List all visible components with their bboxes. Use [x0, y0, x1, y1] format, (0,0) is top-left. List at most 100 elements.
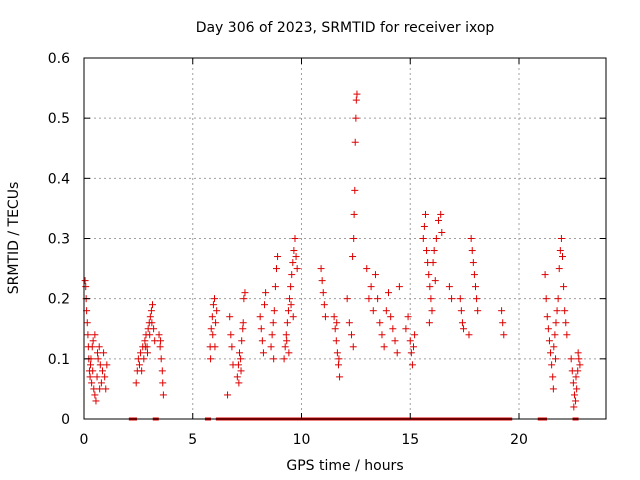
data-point [267, 343, 275, 351]
data-point [272, 265, 280, 273]
data-point [553, 307, 561, 315]
data-point [541, 271, 549, 279]
data-point [425, 271, 433, 279]
data-point [555, 265, 563, 273]
data-point [211, 343, 219, 351]
data-point [209, 331, 217, 339]
data-point [81, 277, 89, 285]
data-point [345, 319, 353, 327]
data-point [431, 277, 439, 285]
data-point [543, 313, 551, 321]
data-point [563, 331, 571, 339]
data-point [289, 259, 297, 267]
data-point [419, 235, 427, 242]
data-point [84, 331, 92, 339]
data-point [319, 289, 327, 297]
data-point [407, 349, 415, 357]
data-point [209, 301, 217, 309]
data-point [547, 349, 555, 357]
data-point [352, 114, 360, 122]
data-point [146, 331, 154, 339]
data-point [445, 283, 453, 291]
data-point [100, 349, 108, 357]
y-tick-label: 0.5 [48, 111, 70, 127]
data-point [88, 343, 96, 351]
data-point [544, 325, 552, 333]
data-point [293, 265, 301, 273]
data-point [146, 313, 154, 321]
data-point [147, 307, 155, 315]
data-point [141, 343, 149, 351]
data-point [353, 90, 361, 98]
data-point [423, 247, 431, 255]
grid-lines [84, 58, 606, 419]
data-point [102, 385, 110, 393]
data-point [421, 210, 429, 218]
data-point [288, 271, 296, 279]
data-point [207, 325, 215, 333]
data-point [331, 325, 339, 333]
data-point [570, 391, 578, 399]
data-point [91, 391, 99, 399]
data-point [257, 325, 265, 333]
data-point [498, 307, 506, 315]
data-point [429, 259, 437, 267]
data-point [281, 343, 289, 351]
data-point [291, 235, 299, 242]
data-point [574, 367, 582, 375]
data-point [92, 397, 100, 405]
y-tick-label: 0 [61, 412, 70, 428]
data-point [236, 349, 244, 357]
data-point [135, 361, 143, 369]
data-point [262, 289, 270, 297]
data-point [561, 307, 569, 315]
data-point [224, 391, 232, 399]
data-point [457, 307, 465, 315]
data-point [428, 307, 436, 315]
data-point [448, 295, 456, 303]
data-point [87, 361, 95, 369]
data-point [570, 403, 578, 411]
data-point [332, 337, 340, 345]
data-point [352, 96, 360, 104]
data-point [148, 319, 156, 327]
data-point [456, 295, 464, 303]
data-point [371, 271, 379, 279]
data-point [96, 361, 104, 369]
data-point [335, 355, 343, 363]
data-point [90, 385, 98, 393]
data-point [420, 222, 428, 230]
data-point [560, 283, 568, 291]
data-point [552, 319, 560, 327]
data-point [552, 355, 560, 363]
data-point [227, 331, 235, 339]
data-point [411, 331, 419, 339]
data-point [270, 307, 278, 315]
data-point [465, 331, 473, 339]
data-point [149, 301, 157, 309]
data-point [91, 331, 99, 339]
data-point [97, 379, 105, 387]
data-point [343, 295, 351, 303]
data-point [408, 361, 416, 369]
data-point [94, 355, 102, 363]
data-point [213, 307, 221, 315]
data-point [101, 373, 109, 381]
data-point [137, 349, 145, 357]
y-axis-label: SRMTID / TECUs [6, 182, 22, 295]
data-point [387, 313, 395, 321]
data-point [157, 337, 165, 345]
data-point [458, 319, 466, 327]
data-point [469, 259, 477, 267]
data-point [363, 265, 371, 273]
data-point [334, 361, 342, 369]
data-point [351, 186, 359, 194]
data-point [320, 301, 328, 309]
data-point [557, 235, 565, 242]
data-point [89, 367, 97, 375]
data-point [268, 331, 276, 339]
data-point [549, 373, 557, 381]
data-point [349, 253, 357, 261]
data-point [208, 313, 216, 321]
data-point [280, 355, 288, 363]
